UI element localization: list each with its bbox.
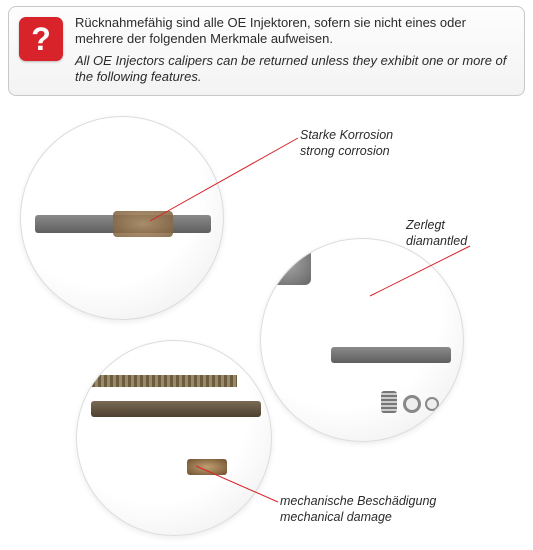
defect-diagram: Starke Korrosion strong corrosion Zerleg… — [0, 96, 533, 536]
intro-text-de: Rücknahmefähig sind alle OE Injektoren, … — [75, 15, 510, 48]
lead-line-mechanical — [0, 96, 533, 536]
label-dismantled-en: diamantled — [406, 234, 467, 250]
label-dismantled: Zerlegt diamantled — [406, 218, 467, 249]
label-mechanical: mechanische Beschädigung mechanical dama… — [280, 494, 436, 525]
info-box: ? Rücknahmefähig sind alle OE Injektoren… — [8, 6, 525, 96]
label-mechanical-de: mechanische Beschädigung — [280, 494, 436, 510]
label-corrosion-de: Starke Korrosion — [300, 128, 393, 144]
intro-text-en: All OE Injectors calipers can be returne… — [75, 53, 510, 86]
label-corrosion-en: strong corrosion — [300, 144, 393, 160]
question-glyph: ? — [31, 23, 51, 55]
question-icon: ? — [19, 17, 63, 61]
label-corrosion: Starke Korrosion strong corrosion — [300, 128, 393, 159]
label-mechanical-en: mechanical damage — [280, 510, 436, 526]
label-dismantled-de: Zerlegt — [406, 218, 467, 234]
